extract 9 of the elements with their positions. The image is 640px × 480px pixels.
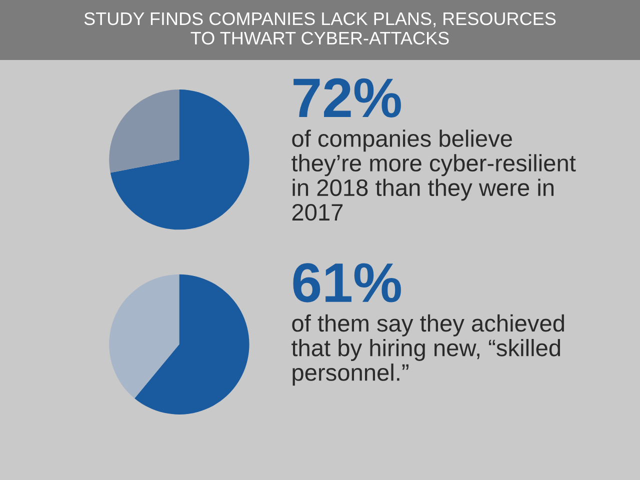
- data-label: 61%: [293, 263, 401, 302]
- chart-title: STUDY FINDS COMPANIES LACK PLANS, RESOURCES TO THWART CYBER-ATTACKS: [84, 12, 556, 45]
- pie-slice: [109, 90, 180, 173]
- pie-slice: [110, 90, 250, 230]
- data-label: 72%: [294, 78, 401, 118]
- text: of companies believe they’re more cyber-resilient in 2018 than they were in 2017: [292, 130, 576, 221]
- text: of them say they achieved that by hiring new, “skilled personnel.”: [292, 314, 564, 386]
- pie-slice: [134, 274, 250, 414]
- pie-slice: [109, 274, 180, 398]
